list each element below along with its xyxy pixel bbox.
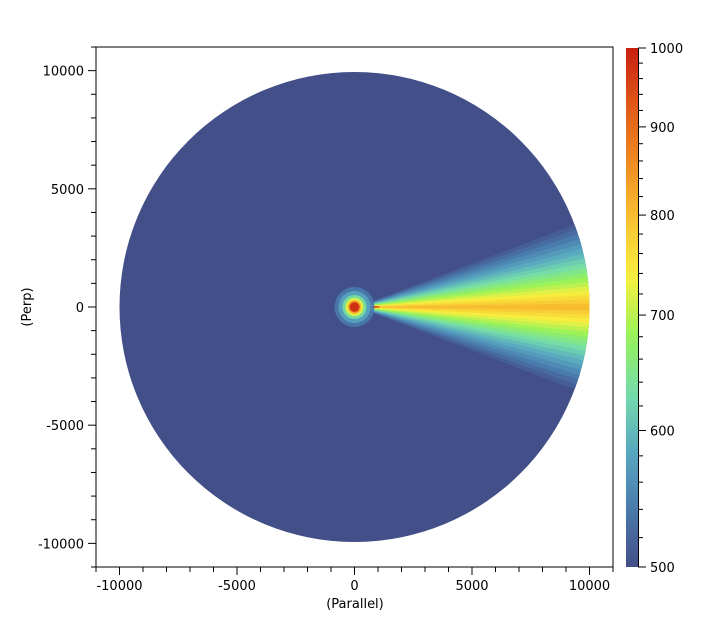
x-axis-label: (Parallel) (326, 597, 384, 612)
colorbar-tick-label: 700 (650, 309, 675, 324)
colorbar: 500 600 700 800 900 1000 (626, 42, 683, 576)
x-tick-label: 10000 (569, 579, 610, 594)
axes: -10000 -5000 0 5000 10000 -10000 -5000 0 5000 100… (38, 46, 614, 594)
colorbar-tick-label: 900 (650, 121, 675, 136)
y-tick-label: -10000 (38, 537, 84, 552)
y-axis-label: (Perp) (20, 287, 35, 326)
colorbar-tick-label: 1000 (650, 42, 683, 57)
colorbar-tick-label: 800 (650, 209, 675, 224)
x-tick-label: 5000 (455, 579, 488, 594)
x-tick-label: -5000 (218, 579, 256, 594)
source-ring (350, 302, 359, 312)
y-tick-label: 10000 (43, 65, 84, 80)
x-tick-label: -10000 (96, 579, 142, 594)
y-tick-label: 5000 (51, 183, 84, 198)
colorbar-gradient (626, 48, 638, 567)
plot-area (119, 72, 590, 542)
plume-band (360, 302, 590, 312)
y-tick-label: 0 (76, 301, 84, 316)
y-tick-label: -5000 (46, 419, 84, 434)
x-tick-label: 0 (350, 579, 358, 594)
colorbar-tick-label: 600 (650, 424, 675, 439)
colorbar-tick-label: 500 (650, 561, 675, 576)
plume (354, 205, 590, 409)
